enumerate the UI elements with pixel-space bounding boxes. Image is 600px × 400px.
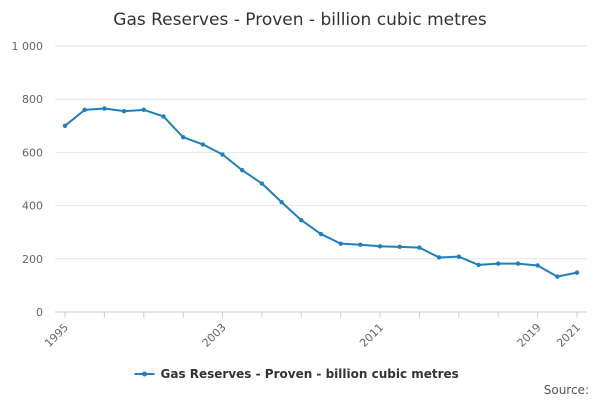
series-layer — [62, 106, 580, 279]
data-point[interactable] — [417, 245, 422, 250]
y-tick-label: 400 — [22, 200, 43, 213]
data-point[interactable] — [299, 218, 304, 223]
data-point[interactable] — [141, 107, 146, 113]
data-point[interactable] — [279, 199, 284, 205]
x-tick-label: 2011 — [357, 321, 386, 350]
data-point[interactable] — [535, 263, 540, 268]
data-point[interactable] — [200, 142, 206, 147]
data-point[interactable] — [338, 241, 343, 246]
data-point[interactable] — [220, 152, 225, 157]
data-point[interactable] — [102, 106, 107, 111]
data-point[interactable] — [259, 181, 265, 186]
data-point[interactable] — [121, 108, 127, 114]
data-point[interactable] — [397, 244, 402, 250]
data-point[interactable] — [436, 255, 442, 260]
data-point[interactable] — [574, 270, 580, 275]
series-line — [64, 107, 578, 278]
x-tick-label: 2021 — [554, 321, 583, 350]
x-tick-label: 2003 — [200, 321, 229, 350]
data-point[interactable] — [240, 168, 245, 173]
data-point[interactable] — [358, 242, 363, 247]
chart-title: Gas Reserves - Proven - billion cubic me… — [113, 10, 487, 30]
data-point[interactable] — [161, 114, 166, 119]
x-tick-label: 1995 — [42, 321, 71, 350]
data-point[interactable] — [62, 123, 68, 128]
y-tick-label: 1 000 — [12, 40, 44, 53]
data-point[interactable] — [456, 254, 462, 259]
legend-marker-point — [142, 371, 147, 377]
source-label: Source: — [544, 383, 589, 397]
data-point[interactable] — [180, 135, 186, 140]
data-point[interactable] — [377, 244, 383, 249]
data-point[interactable] — [476, 262, 481, 268]
data-point[interactable] — [82, 107, 87, 113]
legend[interactable]: Gas Reserves - Proven - billion cubic me… — [134, 367, 459, 381]
legend-label[interactable]: Gas Reserves - Proven - billion cubic me… — [161, 367, 459, 381]
data-point[interactable] — [555, 274, 560, 279]
y-tick-label: 600 — [22, 146, 43, 159]
data-point[interactable] — [515, 261, 521, 266]
grid-lines — [55, 45, 587, 313]
x-tick-label: 2019 — [515, 321, 544, 350]
y-tick-label: 200 — [22, 253, 43, 266]
y-tick-label: 800 — [22, 93, 43, 106]
data-point[interactable] — [318, 231, 324, 237]
data-point[interactable] — [496, 261, 501, 266]
axes: 0 200 400 600 800 1 000 1995 2003 2011 2019 2021 — [12, 40, 584, 350]
y-tick-label: 0 — [36, 306, 43, 319]
